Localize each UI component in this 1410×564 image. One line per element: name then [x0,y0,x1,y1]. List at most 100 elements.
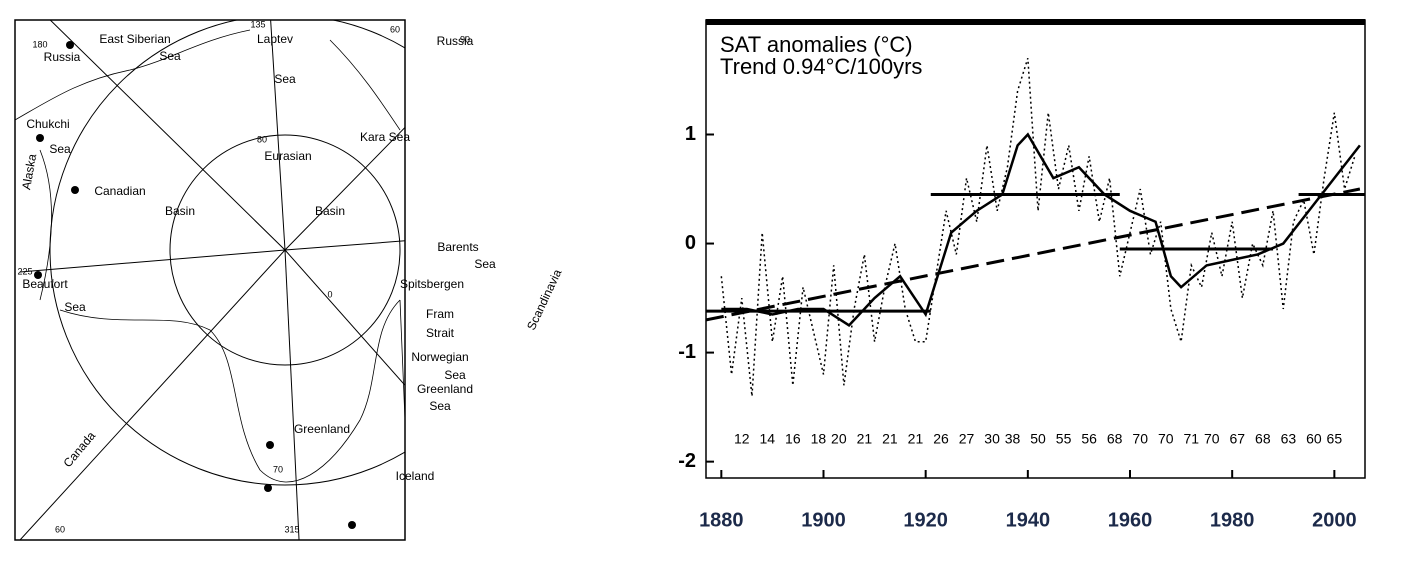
coastline [15,29,405,483]
map-label: Strait [426,326,455,340]
x-tick-label: 1940 [1006,509,1051,531]
station-count: 21 [908,431,924,447]
meridian [19,249,286,273]
chart-title: SAT anomalies (°C) [720,32,913,57]
map-label: Alaska [19,153,39,191]
station-count: 65 [1327,431,1343,447]
map-label: Sea [444,368,466,382]
map-label: Sea [274,72,296,86]
map-label: Greenland [417,382,473,396]
map-grid [15,20,405,540]
meridian [284,126,405,251]
station-count: 30 [984,431,1000,447]
latitude-circle [169,134,401,366]
station-count: 38 [1005,431,1021,447]
chart: SAT anomalies (°C) Trend 0.94°C/100yrs [705,19,1366,479]
station-count: 26 [933,431,949,447]
y-tick-label: -2 [678,450,696,472]
degree-label: 0 [327,289,332,299]
meridian [270,20,286,251]
station-count: 70 [1158,431,1174,447]
map-label: Norwegian [411,350,468,364]
map-label: Sea [474,257,496,271]
map-label: Kara Sea [360,130,410,144]
meridian [284,240,405,251]
map-label: Iceland [396,469,435,483]
station-count: 60 [1306,431,1322,447]
map-label: East Siberian [99,32,170,46]
station-count: 70 [1132,431,1148,447]
degree-label: 80 [257,134,267,144]
map-label: Basin [165,204,195,218]
series-line [706,187,1361,322]
station-count: 20 [831,431,847,447]
x-tick-label: 1920 [903,509,948,531]
map-label: Canadian [94,184,145,198]
degree-label: 135 [250,19,265,29]
map [14,19,406,541]
x-tick-label: 1880 [699,509,744,531]
chart-subtitle: Trend 0.94°C/100yrs [720,54,922,79]
station-count: 50 [1030,431,1046,447]
map-label: Russia [44,50,81,64]
map-label: Basin [315,204,345,218]
degree-label: 60 [390,24,400,34]
degree-label: 180 [32,39,47,49]
series-line [721,132,1361,327]
meridian [284,249,405,387]
map-label: Chukchi [26,117,69,131]
degree-label: 70 [273,464,283,474]
station-count: 56 [1081,431,1097,447]
station [266,441,274,449]
station-count: 14 [760,431,776,447]
map-label: Eurasian [264,149,311,163]
meridian [49,20,286,251]
x-tick-label: 1900 [801,509,846,531]
meridian [19,249,286,540]
map-label: Beaufort [22,277,68,291]
plot-area [706,57,1365,397]
map-label: Fram [426,307,454,321]
map-label: Sea [64,300,86,314]
station-count: 16 [785,431,801,447]
station-count: 63 [1281,431,1297,447]
station [66,41,74,49]
station [264,484,272,492]
map-label: Greenland [294,422,350,436]
station [348,521,356,529]
map-frame [14,19,406,541]
station-count: 27 [959,431,975,447]
map-label: Laptev [257,32,293,46]
map-label: Sea [49,142,71,156]
degree-label: 225 [17,266,32,276]
station [34,271,42,279]
station-count: 70 [1204,431,1220,447]
x-tick-label: 1980 [1210,509,1255,531]
station-count: 55 [1056,431,1072,447]
degree-label: 315 [284,524,299,534]
station-count: 12 [734,431,750,447]
map-label: Russia [437,34,474,48]
station-count: 18 [811,431,827,447]
map-label: Scandinavia [524,267,564,332]
map-label: Spitsbergen [400,277,464,291]
station-count: 21 [857,431,873,447]
station-count: 68 [1107,431,1123,447]
map-label: Sea [159,49,181,63]
station-count: 68 [1255,431,1271,447]
degree-label: 60 [55,524,65,534]
degree-label: 90 [460,34,470,44]
map-label: Barents [437,240,478,254]
meridian [284,249,300,540]
station [36,134,44,142]
y-tick-label: 0 [685,232,696,254]
y-tick-label: -1 [678,341,696,363]
x-tick-label: 1960 [1108,509,1153,531]
station-count: 71 [1184,431,1200,447]
latitude-circle [49,20,405,486]
station-count: 21 [882,431,898,447]
series-line [720,57,1356,397]
station-count: 67 [1229,431,1245,447]
